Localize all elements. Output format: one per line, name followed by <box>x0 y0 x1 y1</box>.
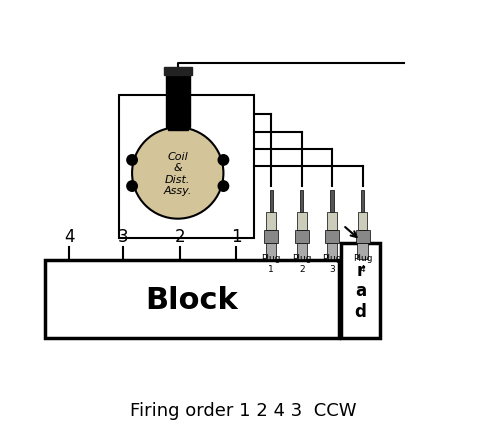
Bar <box>295 230 309 243</box>
Bar <box>264 230 278 243</box>
Bar <box>341 243 380 339</box>
Bar <box>45 260 339 339</box>
Bar <box>164 68 192 76</box>
Text: 3: 3 <box>118 227 129 245</box>
Bar <box>270 191 273 213</box>
Bar <box>330 191 334 213</box>
Circle shape <box>132 128 224 219</box>
Bar <box>361 191 364 213</box>
Bar <box>266 243 277 260</box>
Bar <box>168 124 188 130</box>
Bar <box>328 213 337 230</box>
Bar <box>327 243 337 260</box>
Bar <box>266 213 276 230</box>
Bar <box>357 243 368 260</box>
Text: Plug
1: Plug 1 <box>261 254 281 273</box>
Text: 1: 1 <box>231 227 242 245</box>
Circle shape <box>218 181 228 192</box>
Bar <box>297 213 307 230</box>
Circle shape <box>127 181 138 192</box>
Text: Block: Block <box>145 285 238 314</box>
Circle shape <box>218 155 228 166</box>
Text: Plug
4: Plug 4 <box>353 254 372 273</box>
Bar <box>296 243 307 260</box>
Text: Plug
3: Plug 3 <box>322 254 342 273</box>
Text: r
a
d: r a d <box>354 261 366 321</box>
Text: Coil
&
Dist.
Assy.: Coil & Dist. Assy. <box>164 151 192 196</box>
Bar <box>356 230 369 243</box>
Bar <box>300 191 303 213</box>
Text: 4: 4 <box>64 227 74 245</box>
Text: Plug
2: Plug 2 <box>292 254 312 273</box>
Text: Firing order 1 2 4 3  CCW: Firing order 1 2 4 3 CCW <box>130 401 356 419</box>
Text: 2: 2 <box>174 227 185 245</box>
Bar <box>166 76 190 128</box>
Circle shape <box>127 155 138 166</box>
Bar <box>119 95 254 239</box>
Bar <box>325 230 339 243</box>
Bar <box>358 213 367 230</box>
